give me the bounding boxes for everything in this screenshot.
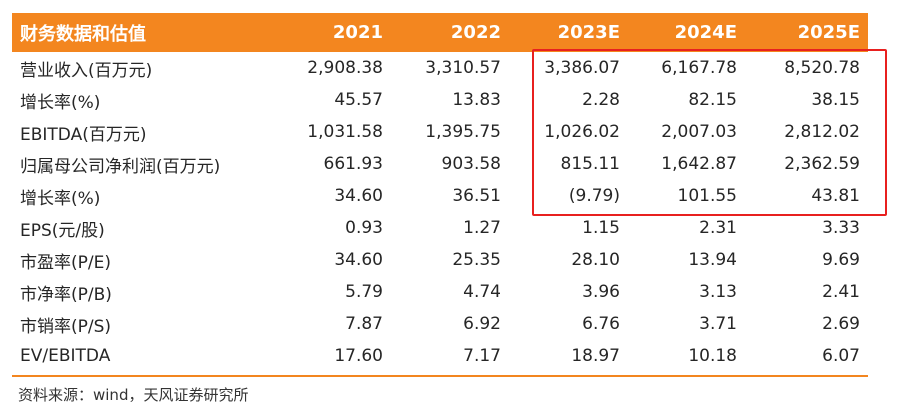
- table-cell: 7.87: [345, 314, 383, 334]
- table-row: 市净率(P/B) 5.79 4.74 3.96 3.13 2.41: [12, 276, 868, 308]
- table-cell: 36.51: [452, 186, 501, 206]
- table-cell: 17.60: [334, 346, 383, 366]
- table-row: 市销率(P/S) 7.87 6.92 6.76 3.71 2.69: [12, 308, 868, 340]
- row-label: 增长率(%): [20, 92, 101, 113]
- table-cell: 18.97: [571, 346, 620, 366]
- table-header-row: 财务数据和估值 2021 2022 2023E 2024E 2025E: [12, 13, 868, 52]
- source-note: 资料来源：wind，天风证券研究所: [18, 386, 249, 404]
- header-cell-label: 财务数据和估值: [20, 23, 146, 45]
- table-cell: 2.69: [822, 314, 860, 334]
- table-cell: 2.41: [822, 282, 860, 302]
- table-row: EPS(元/股) 0.93 1.27 1.15 2.31 3.33: [12, 212, 868, 244]
- table-cell: 7.17: [463, 346, 501, 366]
- table-body: 营业收入(百万元) 2,908.38 3,310.57 3,386.07 6,167.7…: [12, 52, 868, 372]
- table-cell: 34.60: [334, 186, 383, 206]
- table-row: 市盈率(P/E) 34.60 25.35 28.10 13.94 9.69: [12, 244, 868, 276]
- table-cell: 1,031.58: [307, 122, 383, 142]
- table-bottom-rule: [12, 375, 868, 377]
- row-label: EBITDA(百万元): [20, 124, 147, 145]
- table-cell: 2.28: [582, 90, 620, 110]
- table-cell: 43.81: [811, 186, 860, 206]
- table-cell: 1,395.75: [425, 122, 501, 142]
- table-cell: 3,386.07: [544, 58, 620, 78]
- table-cell: 9.69: [822, 250, 860, 270]
- table-cell: 6.76: [582, 314, 620, 334]
- table-cell: 101.55: [677, 186, 737, 206]
- table-cell: 661.93: [323, 154, 383, 174]
- row-label: 营业收入(百万元): [20, 60, 153, 81]
- table-cell: 3.96: [582, 282, 620, 302]
- table-cell: 45.57: [334, 90, 383, 110]
- table-cell: 13.83: [452, 90, 501, 110]
- table-cell: 1.27: [463, 218, 501, 238]
- table-cell: 1.15: [582, 218, 620, 238]
- table-cell: 903.58: [441, 154, 501, 174]
- table-cell: 2,362.59: [784, 154, 860, 174]
- header-cell-2024e: 2024E: [674, 22, 737, 43]
- table-cell: 1,642.87: [661, 154, 737, 174]
- table-cell: 6.92: [463, 314, 501, 334]
- table-cell: 82.15: [688, 90, 737, 110]
- row-label: EV/EBITDA: [20, 346, 111, 366]
- table-row: 营业收入(百万元) 2,908.38 3,310.57 3,386.07 6,167.7…: [12, 52, 868, 84]
- table-cell: 6,167.78: [661, 58, 737, 78]
- table-row: EV/EBITDA 17.60 7.17 18.97 10.18 6.07: [12, 340, 868, 372]
- table-cell: 5.79: [345, 282, 383, 302]
- table-cell: (9.79): [568, 186, 620, 206]
- table-cell: 815.11: [560, 154, 620, 174]
- table-cell: 25.35: [452, 250, 501, 270]
- row-label: 市盈率(P/E): [20, 252, 111, 273]
- table-cell: 2,908.38: [307, 58, 383, 78]
- table-cell: 3.13: [699, 282, 737, 302]
- header-cell-2025e: 2025E: [797, 22, 860, 43]
- header-cell-2022: 2022: [450, 22, 501, 43]
- table-cell: 3.71: [699, 314, 737, 334]
- table-cell: 0.93: [345, 218, 383, 238]
- table-cell: 2,812.02: [784, 122, 860, 142]
- table-cell: 34.60: [334, 250, 383, 270]
- table-cell: 3.33: [822, 218, 860, 238]
- table-cell: 2.31: [699, 218, 737, 238]
- table-cell: 10.18: [688, 346, 737, 366]
- forecast-highlight-box: [532, 49, 887, 216]
- table-row: 归属母公司净利润(百万元) 661.93 903.58 815.11 1,642.87 2…: [12, 148, 868, 180]
- row-label: 增长率(%): [20, 188, 101, 209]
- table-cell: 6.07: [822, 346, 860, 366]
- table-cell: 2,007.03: [661, 122, 737, 142]
- table-cell: 38.15: [811, 90, 860, 110]
- row-label: 归属母公司净利润(百万元): [20, 156, 221, 177]
- table-cell: 1,026.02: [544, 122, 620, 142]
- row-label: EPS(元/股): [20, 220, 105, 241]
- header-cell-2021: 2021: [332, 22, 383, 43]
- table-row: 增长率(%) 34.60 36.51 (9.79) 101.55 43.81: [12, 180, 868, 212]
- row-label: 市销率(P/S): [20, 316, 112, 337]
- table-cell: 3,310.57: [425, 58, 501, 78]
- header-cell-2023e: 2023E: [557, 22, 620, 43]
- table-row: 增长率(%) 45.57 13.83 2.28 82.15 38.15: [12, 84, 868, 116]
- row-label: 市净率(P/B): [20, 284, 112, 305]
- financial-table: 财务数据和估值 2021 2022 2023E 2024E 2025E 营业收入…: [12, 13, 868, 372]
- table-row: EBITDA(百万元) 1,031.58 1,395.75 1,026.02 2,007…: [12, 116, 868, 148]
- table-cell: 4.74: [463, 282, 501, 302]
- table-cell: 13.94: [688, 250, 737, 270]
- table-cell: 28.10: [571, 250, 620, 270]
- table-cell: 8,520.78: [784, 58, 860, 78]
